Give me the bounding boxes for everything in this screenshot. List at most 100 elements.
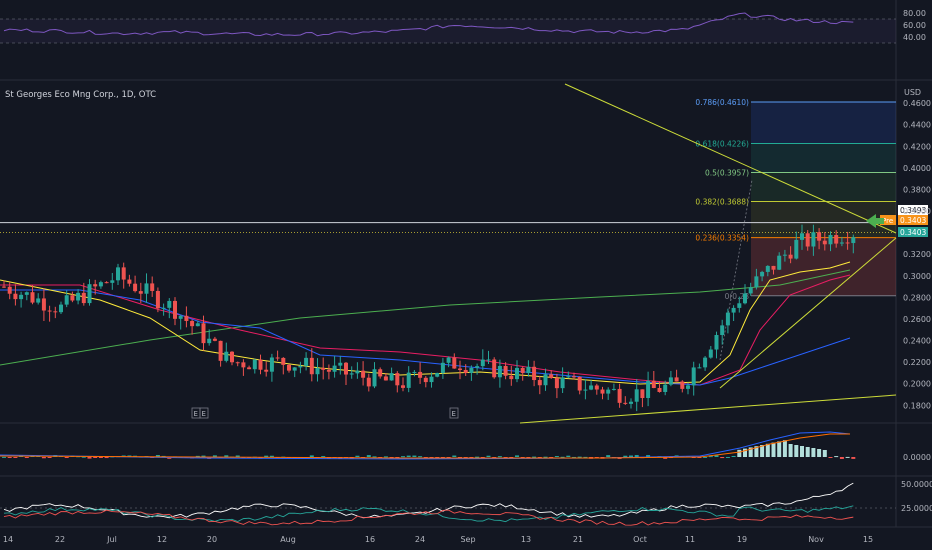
rsi-panel[interactable] xyxy=(0,12,896,44)
candle-body[interactable] xyxy=(70,295,75,301)
candle-body[interactable] xyxy=(13,293,18,300)
candle-body[interactable] xyxy=(36,298,41,303)
price-panel[interactable]: 0.786(0.4610) 0.618(0.4226) 0.5(0.3957) 0.3… xyxy=(0,83,928,424)
candle-body[interactable] xyxy=(537,380,542,386)
candle-body[interactable] xyxy=(173,300,177,319)
candle-body[interactable] xyxy=(201,323,206,344)
candle-body[interactable] xyxy=(298,365,303,368)
candle-body[interactable] xyxy=(583,389,588,391)
candle-body[interactable] xyxy=(805,233,810,247)
candle-body[interactable] xyxy=(150,283,155,291)
candle-body[interactable] xyxy=(212,338,217,341)
candle-body[interactable] xyxy=(321,367,326,370)
candle-body[interactable] xyxy=(703,357,708,368)
candle-body[interactable] xyxy=(395,373,400,386)
candle-body[interactable] xyxy=(167,300,172,308)
candle-body[interactable] xyxy=(543,374,548,386)
candle-body[interactable] xyxy=(338,362,343,366)
candle-body[interactable] xyxy=(782,254,787,256)
candle-body[interactable] xyxy=(372,369,377,387)
candle-body[interactable] xyxy=(138,291,143,294)
candle-body[interactable] xyxy=(258,359,263,370)
candle-body[interactable] xyxy=(617,388,622,403)
candle-body[interactable] xyxy=(611,388,616,390)
candle-body[interactable] xyxy=(731,307,736,313)
candle-body[interactable] xyxy=(640,389,645,399)
candle-body[interactable] xyxy=(458,368,462,370)
candle-body[interactable] xyxy=(497,365,502,378)
candle-body[interactable] xyxy=(691,367,696,386)
candle-body[interactable] xyxy=(520,367,525,374)
candle-body[interactable] xyxy=(252,359,257,370)
candle-body[interactable] xyxy=(606,389,611,394)
candle-body[interactable] xyxy=(725,312,730,326)
earnings-event-icon[interactable] xyxy=(199,407,209,419)
candle-body[interactable] xyxy=(53,311,58,313)
candle-body[interactable] xyxy=(304,357,309,366)
candle-body[interactable] xyxy=(184,315,189,321)
candle-body[interactable] xyxy=(817,232,822,241)
candle-body[interactable] xyxy=(235,362,240,364)
candle-body[interactable] xyxy=(771,265,776,270)
candle-body[interactable] xyxy=(7,286,12,294)
candle-body[interactable] xyxy=(435,372,440,377)
candle-body[interactable] xyxy=(623,402,628,404)
candle-body[interactable] xyxy=(594,385,599,390)
candle-body[interactable] xyxy=(668,377,673,385)
candle-body[interactable] xyxy=(777,255,782,270)
candle-body[interactable] xyxy=(116,267,120,281)
candle-body[interactable] xyxy=(2,286,6,288)
candle-body[interactable] xyxy=(629,401,633,404)
candle-body[interactable] xyxy=(47,310,52,312)
arrow-left-icon[interactable] xyxy=(866,214,884,228)
candle-body[interactable] xyxy=(269,357,274,372)
candle-body[interactable] xyxy=(355,370,360,374)
candle-body[interactable] xyxy=(549,374,554,378)
candle-body[interactable] xyxy=(492,359,497,378)
candle-body[interactable] xyxy=(315,367,320,375)
candle-body[interactable] xyxy=(589,385,594,390)
candle-body[interactable] xyxy=(429,376,434,383)
candle-body[interactable] xyxy=(686,385,690,389)
candle-body[interactable] xyxy=(406,372,411,388)
candle-body[interactable] xyxy=(218,340,223,361)
candle-body[interactable] xyxy=(24,292,29,295)
macd-panel[interactable] xyxy=(0,431,856,460)
candle-body[interactable] xyxy=(264,369,269,372)
candle-body[interactable] xyxy=(76,292,81,301)
candle-body[interactable] xyxy=(714,335,719,350)
candle-body[interactable] xyxy=(309,357,314,375)
candle-body[interactable] xyxy=(566,376,571,378)
candle-body[interactable] xyxy=(30,292,35,303)
candle-body[interactable] xyxy=(155,290,160,309)
candle-body[interactable] xyxy=(287,364,291,371)
candle-body[interactable] xyxy=(332,365,337,372)
candle-body[interactable] xyxy=(383,376,388,381)
candle-body[interactable] xyxy=(509,375,514,380)
candle-body[interactable] xyxy=(93,284,98,287)
candle-body[interactable] xyxy=(446,357,451,363)
candle-body[interactable] xyxy=(247,367,252,370)
candle-body[interactable] xyxy=(760,271,765,277)
candle-body[interactable] xyxy=(794,239,799,259)
candle-body[interactable] xyxy=(600,389,605,394)
candle-body[interactable] xyxy=(178,315,183,319)
candle-body[interactable] xyxy=(401,385,405,388)
candle-body[interactable] xyxy=(161,307,166,309)
candle-body[interactable] xyxy=(378,369,383,377)
candle-body[interactable] xyxy=(651,380,656,389)
dmi-panel[interactable] xyxy=(0,482,896,526)
candle-body[interactable] xyxy=(845,242,850,244)
candle-body[interactable] xyxy=(737,303,742,308)
candle-body[interactable] xyxy=(292,367,297,371)
candle-body[interactable] xyxy=(64,295,69,305)
candle-body[interactable] xyxy=(104,282,109,284)
candle-body[interactable] xyxy=(748,287,753,294)
candle-body[interactable] xyxy=(224,351,229,361)
candle-body[interactable] xyxy=(560,377,565,389)
candle-body[interactable] xyxy=(788,254,793,259)
candle-body[interactable] xyxy=(463,369,468,373)
candle-body[interactable] xyxy=(41,298,46,311)
candle-body[interactable] xyxy=(708,349,713,358)
